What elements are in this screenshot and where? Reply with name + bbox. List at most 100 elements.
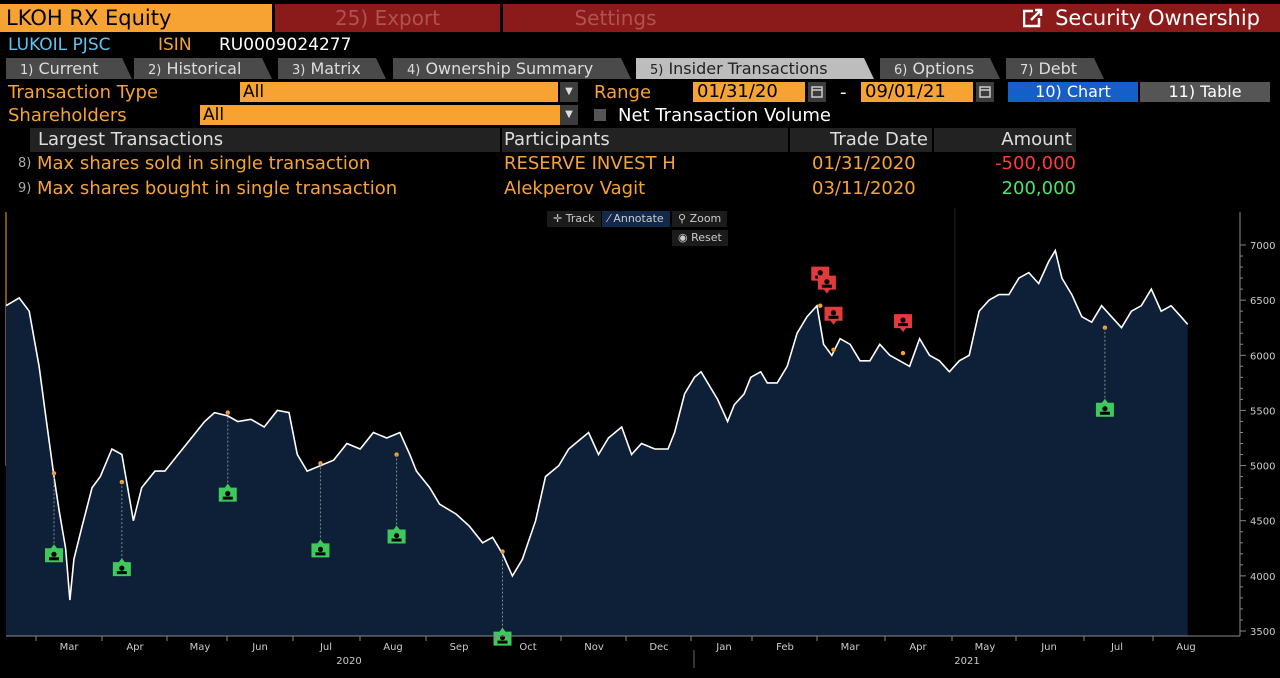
x-month-label: Feb	[776, 642, 794, 653]
price-area-fill	[6, 250, 1188, 636]
isin-label: ISIN	[158, 35, 192, 55]
export-button[interactable]: 25) Export	[275, 4, 500, 32]
x-month-label: Jul	[319, 642, 332, 653]
x-month-label: Jan	[715, 642, 731, 653]
tab-label: Historical	[166, 59, 242, 78]
range-label: Range	[594, 82, 652, 103]
top-bar: LKOH RX Equity 25) Export Settings Secur…	[0, 0, 1280, 34]
x-year-label: 2020	[336, 656, 361, 667]
column-header-amount[interactable]: Amount	[934, 128, 1076, 152]
zoom-button[interactable]: ⚲ Zoom	[672, 211, 728, 227]
security-name: LUKOIL PJSC	[8, 35, 111, 55]
transaction-type-select[interactable]: All	[240, 82, 558, 102]
tab-historical[interactable]: 2) Historical	[134, 58, 272, 79]
buy-transaction-marker	[218, 410, 237, 502]
range-separator: -	[840, 82, 847, 103]
range-end-input[interactable]: 09/01/21	[861, 82, 973, 102]
x-month-label: Jul	[1110, 642, 1123, 653]
transaction-description: Max shares bought in single transaction	[37, 178, 398, 199]
x-month-label: Mar	[60, 642, 80, 653]
ticker-field[interactable]: LKOH RX Equity	[0, 4, 272, 32]
x-month-label: Dec	[649, 642, 668, 653]
y-tick-label: 4000	[1250, 572, 1275, 583]
x-month-label: Aug	[1176, 642, 1196, 653]
row-number: 8)	[18, 156, 32, 171]
column-header-participants[interactable]: Participants	[502, 128, 788, 152]
zoom-label: Zoom	[689, 212, 722, 225]
x-month-label: Sep	[450, 642, 469, 653]
tab-num: 3)	[292, 63, 306, 78]
tab-insider-transactions[interactable]: 5) Insider Transactions	[636, 58, 874, 79]
y-tick-label: 5500	[1250, 406, 1275, 417]
buy-transaction-marker	[112, 479, 131, 577]
table-view-button[interactable]: 11) Table	[1140, 82, 1270, 102]
isin-value: RU0009024277	[219, 35, 352, 55]
tab-current[interactable]: 1) Current	[6, 58, 132, 79]
x-month-label: May	[975, 642, 996, 653]
table-row[interactable]: 8) Max shares sold in single transaction…	[18, 152, 1078, 176]
buy-transaction-marker	[387, 452, 406, 544]
function-title-label: Security Ownership	[1055, 6, 1260, 30]
x-year-label: 2021	[954, 656, 979, 667]
tab-options[interactable]: 6) Options	[880, 58, 1000, 79]
row-number: 9)	[18, 181, 32, 196]
tab-label: Matrix	[310, 59, 361, 78]
tab-label: Options	[912, 59, 975, 78]
tab-ownership-summary[interactable]: 4) Ownership Summary	[393, 58, 631, 79]
tab-num: 7)	[1020, 63, 1034, 78]
range-start-input[interactable]: 01/31/20	[693, 82, 805, 102]
buy-transaction-marker	[44, 471, 63, 563]
y-tick-label: 5000	[1250, 462, 1275, 473]
annotate-button[interactable]: ⁄ Annotate	[602, 211, 670, 227]
tab-num: 6)	[894, 63, 908, 78]
price-chart[interactable]: 3500 4000 4500 5000 5500 6000 6500 7000 Mar Apr M…	[0, 208, 1280, 678]
tab-num: 1)	[20, 63, 34, 78]
transaction-type-label: Transaction Type	[8, 82, 159, 103]
annotate-label: Annotate	[613, 212, 664, 225]
tab-num: 4)	[407, 63, 421, 78]
y-tick-label: 6000	[1250, 351, 1275, 362]
crosshair-icon: ✛	[553, 212, 563, 225]
price-line	[5, 248, 1189, 601]
participant-name: Alekperov Vagit	[504, 178, 646, 199]
calendar-icon[interactable]	[808, 82, 826, 102]
sell-transaction-marker	[894, 314, 913, 356]
shareholders-label: Shareholders	[8, 105, 127, 126]
y-tick-label: 7000	[1250, 241, 1275, 252]
sell-transaction-marker	[824, 306, 843, 352]
y-tick-label: 4500	[1250, 517, 1275, 528]
x-month-label: Nov	[584, 642, 604, 653]
tab-num: 5)	[650, 63, 664, 78]
chevron-down-icon[interactable]: ▼	[560, 82, 578, 102]
chart-view-button[interactable]: 10) Chart	[1008, 82, 1138, 102]
x-month-label: Aug	[383, 642, 403, 653]
buy-transaction-marker	[311, 461, 330, 558]
tab-label: Debt	[1038, 59, 1078, 78]
trade-date: 03/11/2020	[812, 178, 916, 199]
column-header-largest[interactable]: Largest Transactions	[30, 128, 500, 152]
reset-button[interactable]: ◉ Reset	[672, 230, 728, 246]
reset-label: Reset	[691, 231, 722, 244]
x-month-label: Oct	[519, 642, 536, 653]
shareholders-select[interactable]: All	[200, 105, 560, 125]
table-row[interactable]: 9) Max shares bought in single transacti…	[18, 177, 1078, 201]
sell-transaction-marker	[817, 275, 836, 319]
buy-transaction-marker	[1095, 325, 1114, 417]
calendar-icon[interactable]	[976, 82, 994, 102]
net-volume-checkbox[interactable]	[594, 109, 606, 121]
reset-icon: ◉	[678, 231, 688, 244]
track-button[interactable]: ✛ Track	[547, 211, 601, 227]
tab-label: Current	[38, 59, 99, 78]
settings-button[interactable]: Settings	[503, 4, 728, 32]
tab-debt[interactable]: 7) Debt	[1006, 58, 1104, 79]
function-title[interactable]: Security Ownership	[728, 4, 1280, 32]
amount-value: 200,000	[1001, 178, 1076, 199]
track-label: Track	[565, 212, 595, 225]
tab-label: Insider Transactions	[668, 59, 828, 78]
x-month-label: Apr	[126, 642, 144, 653]
x-month-label: Mar	[841, 642, 861, 653]
column-header-trade-date[interactable]: Trade Date	[790, 128, 932, 152]
tab-matrix[interactable]: 3) Matrix	[278, 58, 386, 79]
y-tick-label: 6500	[1250, 296, 1275, 307]
chevron-down-icon[interactable]: ▼	[560, 105, 578, 125]
